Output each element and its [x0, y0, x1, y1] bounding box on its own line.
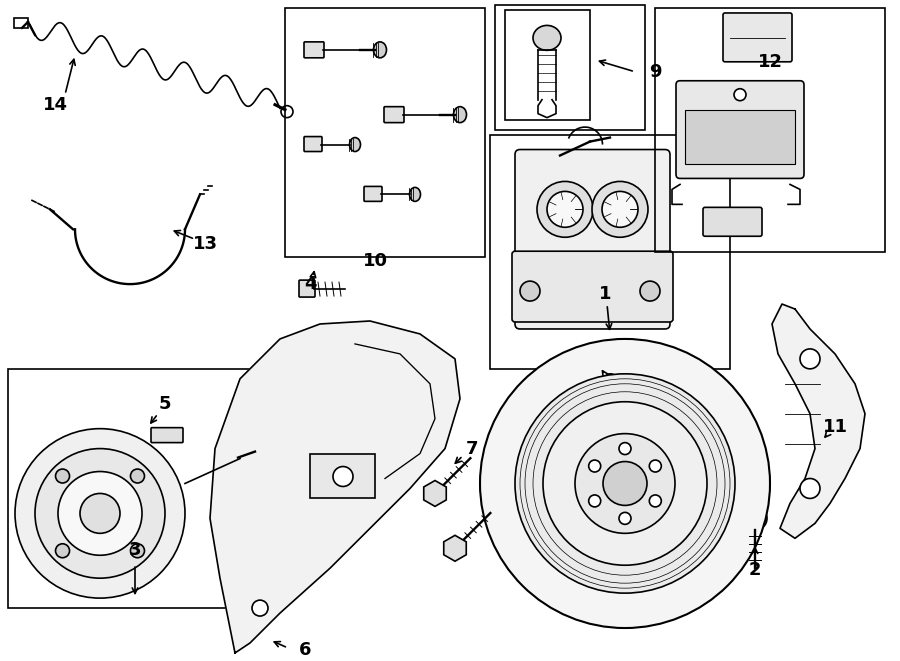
Circle shape — [252, 600, 268, 616]
Circle shape — [537, 181, 593, 237]
Bar — [655, 8, 885, 253]
Circle shape — [800, 349, 820, 369]
Circle shape — [520, 281, 540, 301]
Circle shape — [80, 494, 120, 533]
Bar — [505, 10, 590, 120]
Circle shape — [743, 506, 767, 530]
Bar — [14, 18, 28, 28]
Text: 2: 2 — [749, 561, 761, 579]
FancyBboxPatch shape — [151, 428, 183, 443]
Ellipse shape — [533, 25, 561, 50]
Text: 8: 8 — [604, 371, 617, 390]
Circle shape — [619, 512, 631, 524]
Bar — [685, 110, 795, 165]
Circle shape — [800, 479, 820, 498]
Text: 4: 4 — [304, 275, 316, 293]
FancyBboxPatch shape — [304, 42, 324, 58]
FancyBboxPatch shape — [723, 13, 792, 62]
Circle shape — [619, 443, 631, 455]
Polygon shape — [772, 304, 865, 538]
Polygon shape — [210, 321, 460, 653]
Circle shape — [575, 434, 675, 533]
Circle shape — [547, 192, 583, 227]
Bar — [310, 453, 375, 498]
Circle shape — [592, 181, 648, 237]
Circle shape — [58, 471, 142, 555]
Bar — [495, 5, 645, 130]
Circle shape — [649, 495, 662, 507]
Ellipse shape — [454, 106, 466, 122]
Circle shape — [734, 89, 746, 100]
Circle shape — [56, 469, 69, 483]
Ellipse shape — [349, 137, 361, 151]
Bar — [285, 8, 485, 257]
Text: 12: 12 — [758, 53, 782, 71]
Circle shape — [15, 428, 185, 598]
FancyBboxPatch shape — [512, 251, 673, 322]
FancyBboxPatch shape — [515, 149, 670, 329]
Bar — [8, 369, 258, 608]
Text: 7: 7 — [466, 440, 478, 457]
Circle shape — [130, 469, 145, 483]
Circle shape — [589, 460, 600, 472]
Circle shape — [35, 449, 165, 578]
FancyBboxPatch shape — [384, 106, 404, 122]
Circle shape — [130, 544, 145, 558]
Ellipse shape — [374, 42, 386, 58]
Circle shape — [543, 402, 707, 565]
Ellipse shape — [410, 188, 420, 202]
Text: 1: 1 — [598, 285, 611, 303]
Circle shape — [602, 192, 638, 227]
Circle shape — [56, 544, 69, 558]
FancyBboxPatch shape — [364, 186, 382, 202]
FancyBboxPatch shape — [703, 208, 762, 236]
Circle shape — [515, 374, 735, 593]
Text: 13: 13 — [193, 235, 218, 253]
Circle shape — [333, 467, 353, 486]
Text: 5: 5 — [158, 395, 171, 412]
Circle shape — [589, 495, 600, 507]
Circle shape — [640, 281, 660, 301]
Circle shape — [480, 339, 770, 628]
Circle shape — [603, 461, 647, 506]
Bar — [490, 135, 730, 369]
Text: 14: 14 — [42, 96, 68, 114]
Text: 11: 11 — [823, 418, 848, 436]
Circle shape — [649, 460, 662, 472]
Text: 3: 3 — [129, 541, 141, 559]
FancyBboxPatch shape — [299, 280, 315, 297]
FancyBboxPatch shape — [304, 137, 322, 151]
Text: 9: 9 — [649, 63, 662, 81]
Text: 10: 10 — [363, 253, 388, 270]
FancyBboxPatch shape — [676, 81, 804, 178]
Text: 6: 6 — [299, 641, 311, 659]
